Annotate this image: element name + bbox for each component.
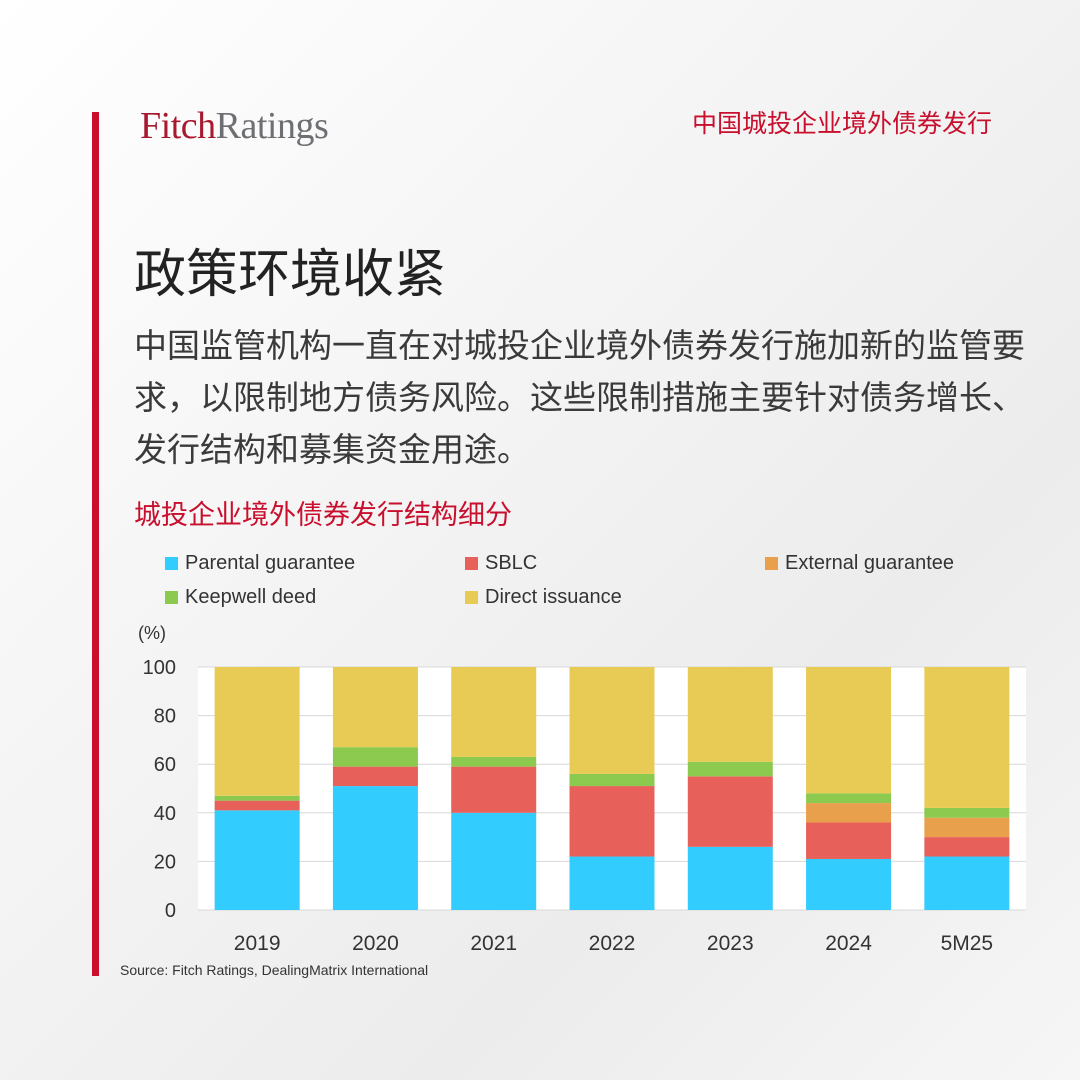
chart-title: 城投企业境外债券发行结构细分: [134, 500, 512, 530]
bar-segment: [214, 667, 300, 796]
bar-segment: [569, 856, 655, 910]
bar-segment: [451, 667, 537, 757]
bar-segment: [332, 786, 418, 910]
bar-segment: [451, 766, 537, 813]
bar-segment: [924, 856, 1010, 910]
accent-bar: [92, 112, 99, 976]
legend-swatch: [465, 591, 478, 604]
y-tick-label: 40: [154, 803, 176, 825]
bar-segment: [214, 810, 300, 910]
y-tick-label: 100: [143, 657, 176, 679]
legend-label: SBLC: [485, 552, 538, 574]
y-tick-label: 60: [154, 754, 176, 776]
bar-segment: [806, 803, 892, 823]
bar-segment: [806, 822, 892, 859]
legend-item: Parental guarantee: [165, 552, 355, 575]
bar-segment: [451, 812, 537, 910]
legend-swatch: [165, 557, 178, 570]
legend-item: Keepwell deed: [165, 586, 316, 609]
x-tick-label: 2022: [589, 932, 636, 955]
y-tick-label: 20: [154, 851, 176, 873]
bar-segment: [687, 846, 773, 910]
bar-segment: [451, 756, 537, 767]
bar-segment: [924, 807, 1010, 818]
legend-label: External guarantee: [785, 552, 955, 574]
bar-segment: [924, 837, 1010, 857]
x-tick-label: 2021: [470, 932, 517, 955]
page-title: 政策环境收紧: [134, 246, 447, 304]
bar-segment: [687, 667, 773, 762]
bar-segment: [806, 858, 892, 910]
legend-label: Keepwell deed: [185, 586, 317, 608]
chart-source: Source: Fitch Ratings, DealingMatrix Int…: [120, 962, 429, 978]
legend-label: Direct issuance: [485, 586, 622, 608]
x-tick-label: 5M25: [941, 932, 994, 955]
bar-segment: [569, 786, 655, 857]
x-tick-label: 2020: [352, 932, 399, 955]
body-text: 中国监管机构一直在对城投企业境外债券发行施加新的监管要求，以限制地方债务风险。这…: [134, 327, 1025, 468]
x-tick-label: 2019: [234, 932, 281, 955]
legend-swatch: [465, 557, 478, 570]
legend-item: Direct issuance: [465, 586, 622, 609]
y-tick-label: 0: [165, 900, 176, 922]
header-tagline: 中国城投企业境外债券发行: [691, 110, 992, 138]
legend-label: Parental guarantee: [185, 552, 356, 574]
x-tick-label: 2024: [825, 932, 872, 955]
y-tick-label: 80: [154, 706, 176, 728]
y-axis-unit: (%): [138, 623, 166, 643]
bar-segment: [687, 761, 773, 777]
bar-segment: [214, 800, 300, 811]
legend-item: SBLC: [465, 552, 537, 575]
legend-swatch: [165, 591, 178, 604]
bar-segment: [569, 773, 655, 787]
bar-segment: [687, 776, 773, 847]
legend-swatch: [765, 557, 778, 570]
bar-segment: [569, 667, 655, 774]
bar-segment: [806, 667, 892, 794]
bar-segment: [332, 766, 418, 787]
bar-segment: [806, 793, 892, 804]
bar-segment: [924, 817, 1010, 838]
bar-segment: [332, 747, 418, 767]
fitch-ratings-logo: FitchRatings: [140, 105, 329, 147]
bar-segment: [924, 667, 1010, 808]
legend-item: External guarantee: [765, 552, 954, 575]
bar-segment: [214, 795, 300, 801]
x-tick-label: 2023: [707, 932, 754, 955]
bar-segment: [332, 667, 418, 748]
